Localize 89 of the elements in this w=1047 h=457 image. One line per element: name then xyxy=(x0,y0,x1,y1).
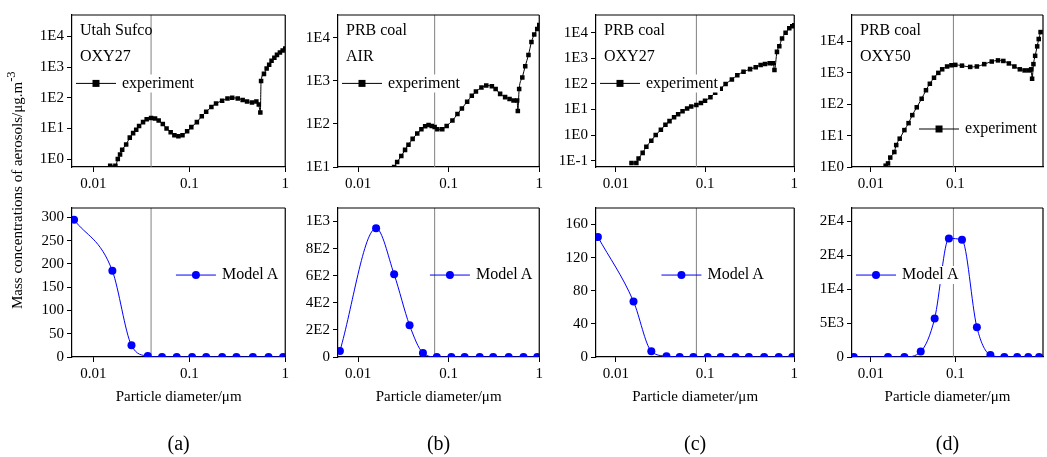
y-tick-label: 1E3 xyxy=(563,49,588,66)
x-tick-label: 0.01 xyxy=(344,364,372,381)
x-tick-label: 1 xyxy=(281,364,289,381)
y-tick-label: 1E4 xyxy=(305,28,331,45)
annotation: PRB coal xyxy=(860,21,922,39)
x-tick-label: 0.1 xyxy=(695,364,715,381)
y-tick-label: 1E4 xyxy=(39,27,65,44)
x-tick-label: 0.01 xyxy=(857,364,884,381)
legend-label: experiment xyxy=(646,73,719,92)
text: (a) xyxy=(166,432,191,455)
x-tick-label: 0.1 xyxy=(179,174,199,191)
annotation: OXY50 xyxy=(860,47,911,65)
y-tick-label: 1E3 xyxy=(39,58,64,75)
y-tick-label: 40 xyxy=(573,314,588,331)
y-tick-label: 1E4 xyxy=(563,23,589,40)
y-tick-label: 1E1 xyxy=(563,100,588,117)
y-tick-label: 0 xyxy=(56,347,64,364)
y-tick-label: 80 xyxy=(573,281,588,298)
x-tick-label: 1 xyxy=(281,174,289,191)
y-tick-label: 1E0 xyxy=(563,125,588,142)
x-tick-label: 0.1 xyxy=(439,174,459,191)
legend-label: experiment xyxy=(122,73,195,92)
annotation: PRB coal xyxy=(604,21,666,39)
legend-label: Model A xyxy=(902,265,959,283)
y-tick-label: 100 xyxy=(41,301,64,318)
annotation: PRB coal xyxy=(346,21,408,39)
y-tick-label: 0 xyxy=(580,347,588,364)
x-tick-label: 0.01 xyxy=(602,364,629,381)
y-tick-label: 1E-1 xyxy=(558,151,588,168)
text: (c) xyxy=(683,432,708,455)
y-tick-label: 200 xyxy=(41,254,64,271)
y-tick-label: 1E2 xyxy=(819,95,844,112)
x-axis-title: Particle diameter/μm xyxy=(884,387,1011,404)
y-tick-label: 1E4 xyxy=(819,32,845,49)
x-tick-label: 0.01 xyxy=(80,174,107,191)
annotation: OXY27 xyxy=(604,47,655,65)
x-tick-label: 0.01 xyxy=(857,174,884,191)
y-tick-label: 120 xyxy=(565,248,588,265)
x-tick-label: 0.1 xyxy=(945,364,965,381)
y-tick-label: 1E2 xyxy=(305,114,330,131)
y-tick-label: 2E4 xyxy=(819,246,845,263)
annotation: AIR xyxy=(346,47,374,65)
x-tick-label: 0.01 xyxy=(80,364,107,381)
x-tick-label: 0.1 xyxy=(945,174,965,191)
x-tick-label: 1 xyxy=(790,174,798,191)
y-tick-label: 1E0 xyxy=(39,149,64,166)
y-tick-label: 150 xyxy=(41,278,64,295)
y-tick-label: 1E1 xyxy=(305,157,330,174)
y-tick-label: 2E4 xyxy=(819,212,845,229)
legend-label: Model A xyxy=(707,265,765,283)
x-tick-label: 1 xyxy=(535,174,543,191)
legend-label: Model A xyxy=(221,265,279,283)
x-tick-label: 0.1 xyxy=(439,364,459,381)
annotation: OXY27 xyxy=(80,47,131,65)
x-axis-title: Particle diameter/μm xyxy=(115,387,242,404)
y-tick-label: 5E3 xyxy=(819,314,844,331)
annotation: Utah Sufco xyxy=(80,21,153,39)
y-tick-label: 300 xyxy=(41,208,64,225)
y-tick-label: 0 xyxy=(322,347,330,364)
y-tick-label: 160 xyxy=(565,215,588,232)
legend-label: experiment xyxy=(965,119,1038,138)
y-tick-label: 1E3 xyxy=(305,71,330,88)
y-tick-label: 0 xyxy=(836,347,844,364)
y-tick-label: 8E2 xyxy=(305,239,330,256)
y-tick-label: 1E1 xyxy=(819,126,844,143)
text: (d) xyxy=(934,432,961,455)
y-tick-label: 6E2 xyxy=(305,266,330,283)
y-tick-label: 2E2 xyxy=(305,320,330,337)
x-tick-label: 0.01 xyxy=(344,174,372,191)
x-tick-label: 1 xyxy=(535,364,543,381)
y-tick-label: 1E3 xyxy=(819,63,844,80)
x-tick-label: 0.1 xyxy=(179,364,199,381)
y-tick-label: 1E2 xyxy=(39,88,64,105)
y-tick-label: 1E0 xyxy=(819,157,844,174)
y-tick-label: 1E2 xyxy=(563,74,588,91)
x-tick-label: 1 xyxy=(790,364,798,381)
x-axis-title: Particle diameter/μm xyxy=(632,387,759,404)
y-tick-label: 1E3 xyxy=(305,212,330,229)
y-tick-label: 4E2 xyxy=(305,293,330,310)
text: (b) xyxy=(425,432,452,455)
y-tick-label: 1E4 xyxy=(819,280,845,297)
legend-label: experiment xyxy=(388,73,461,92)
y-tick-label: 250 xyxy=(41,231,64,248)
legend-label: Model A xyxy=(475,265,533,283)
x-axis-title: Particle diameter/μm xyxy=(375,387,502,404)
x-tick-label: 0.01 xyxy=(602,174,629,191)
y-tick-label: 50 xyxy=(49,324,64,341)
y-tick-label: 1E1 xyxy=(39,119,64,136)
x-tick-label: 0.1 xyxy=(695,174,715,191)
